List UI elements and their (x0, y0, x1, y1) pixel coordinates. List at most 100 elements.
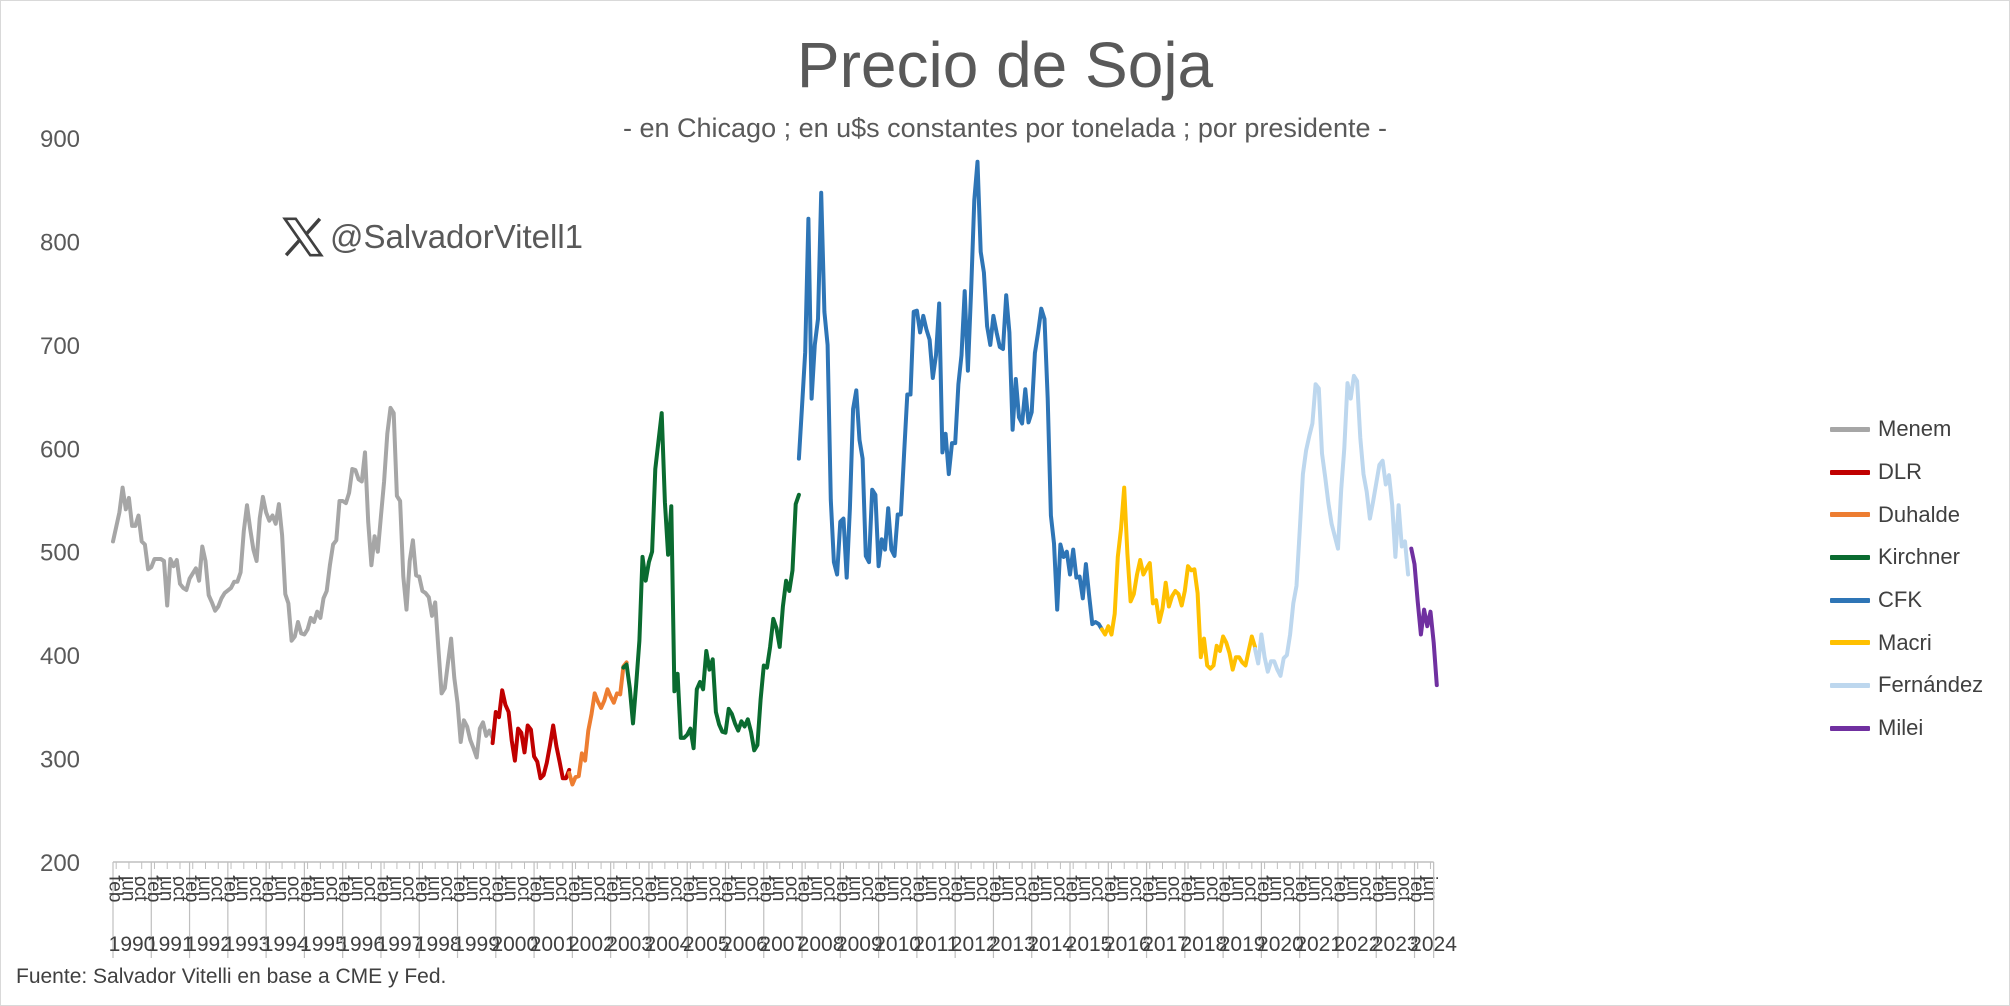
x-month-label: jun (538, 875, 559, 901)
x-year-label: 1995 (300, 933, 347, 956)
series-line-milei (1409, 546, 1439, 688)
x-month-label: jun (1074, 875, 1095, 901)
x-year-label: 2018 (1180, 933, 1227, 956)
x-month-label: jun (1266, 875, 1287, 901)
y-tick-label: 600 (40, 436, 80, 463)
x-month-label: feb (219, 876, 240, 902)
x-month-label: oct (513, 876, 534, 902)
chart-subtitle: - en Chicago ; en u$s constantes por ton… (623, 113, 1387, 143)
x-year-label: 2012 (951, 933, 998, 956)
x-month-label: jun (768, 875, 789, 901)
legend-label: Fernández (1878, 672, 1984, 698)
x-month-label: oct (436, 876, 457, 902)
x-year-label: 1997 (377, 933, 424, 956)
x-month-label: jun (232, 875, 253, 901)
x-month-label: feb (1062, 876, 1083, 902)
x-month-label: jun (653, 875, 674, 901)
x-logo-icon (282, 217, 324, 257)
x-month-label: feb (908, 876, 929, 902)
x-month-label: jun (921, 875, 942, 901)
x-month-label: jun (1304, 875, 1325, 901)
x-month-label: oct (1011, 876, 1032, 902)
x-year-label: 2022 (1334, 933, 1381, 956)
series-line-fernández (1253, 373, 1411, 678)
legend-swatch (1830, 640, 1870, 646)
series-line-dlr (490, 688, 572, 781)
chart-title: Precio de Soja (796, 29, 1214, 101)
x-month-label: feb (487, 876, 508, 902)
x-month-label: oct (666, 876, 687, 902)
x-month-label: oct (130, 876, 151, 902)
series-line-macri (1099, 485, 1257, 672)
x-month-label: feb (602, 876, 623, 902)
legend-label: CFK (1878, 587, 1922, 613)
series-line-duhalde (567, 660, 629, 787)
x-year-label: 1998 (415, 933, 462, 956)
x-month-label: oct (245, 876, 266, 902)
x-month-label: oct (589, 876, 610, 902)
x-month-label: feb (258, 876, 279, 902)
y-tick-label: 700 (40, 333, 80, 360)
x-month-label: feb (1176, 876, 1197, 902)
legend-swatch (1830, 725, 1870, 731)
legend-item: CFK (1830, 579, 2000, 622)
x-month-label: jun (845, 875, 866, 901)
x-month-label: oct (972, 876, 993, 902)
x-month-label: oct (1240, 876, 1261, 902)
x-month-label: oct (1125, 876, 1146, 902)
legend-item: Menem (1830, 408, 2000, 451)
x-month-label: oct (1164, 876, 1185, 902)
y-axis: 200 300 400 500 600 700 800 900 (40, 126, 80, 877)
watermark-handle: @SalvadorVitell1 (330, 218, 584, 255)
x-month-label: feb (143, 876, 164, 902)
x-year-label: 1990 (109, 933, 156, 956)
x-month-label: oct (1202, 876, 1223, 902)
y-tick-label: 500 (40, 540, 80, 567)
x-year-label: 1996 (338, 933, 385, 956)
x-month-label: feb (181, 876, 202, 902)
legend-label: Milei (1878, 715, 1924, 741)
x-year-label: 1991 (147, 933, 194, 956)
legend-label: Macri (1878, 629, 1932, 655)
legend-item: Milei (1830, 707, 2000, 750)
x-month-label: feb (717, 876, 738, 902)
x-month-label: feb (985, 876, 1006, 902)
x-year-label: 2006 (721, 933, 768, 956)
x-month-label: oct (1355, 876, 1376, 902)
x-month-label: feb (1330, 876, 1351, 902)
x-month-label: oct (857, 876, 878, 902)
x-month-label: feb (1100, 876, 1121, 902)
x-year-label: 2005 (683, 933, 730, 956)
x-year-label: 2021 (1295, 933, 1342, 956)
x-year-label: 2000 (491, 933, 538, 956)
x-month-label: oct (168, 876, 189, 902)
x-month-label: jun (883, 875, 904, 901)
x-year-label: 2010 (874, 933, 921, 956)
legend-label: Duhalde (1878, 501, 1960, 527)
x-month-label: feb (105, 876, 126, 902)
legend-label: Menem (1878, 416, 1952, 442)
x-month-label: feb (564, 876, 585, 902)
y-tick-label: 400 (40, 643, 80, 670)
x-month-label: jun (1113, 875, 1134, 901)
x-month-label: feb (334, 876, 355, 902)
legend-swatch (1830, 512, 1870, 518)
x-month-label: oct (1049, 876, 1070, 902)
x-month-label: feb (372, 876, 393, 902)
x-month-label: oct (628, 876, 649, 902)
x-month-label: feb (794, 876, 815, 902)
x-month-label: jun (615, 875, 636, 901)
x-month-label: feb (296, 876, 317, 902)
x-month-label: jun (692, 875, 713, 901)
x-month-label: oct (934, 876, 955, 902)
x-month-label: oct (475, 876, 496, 902)
y-tick-label: 200 (40, 850, 80, 877)
x-month-label: feb (1138, 876, 1159, 902)
x-month-label: oct (1087, 876, 1108, 902)
x-year-label: 2019 (1219, 933, 1266, 956)
x-month-label: oct (781, 876, 802, 902)
x-month-label: oct (283, 876, 304, 902)
x-year-label: 2014 (1027, 933, 1074, 956)
x-month-label: jun (577, 875, 598, 901)
x-month-label: jun (347, 875, 368, 901)
